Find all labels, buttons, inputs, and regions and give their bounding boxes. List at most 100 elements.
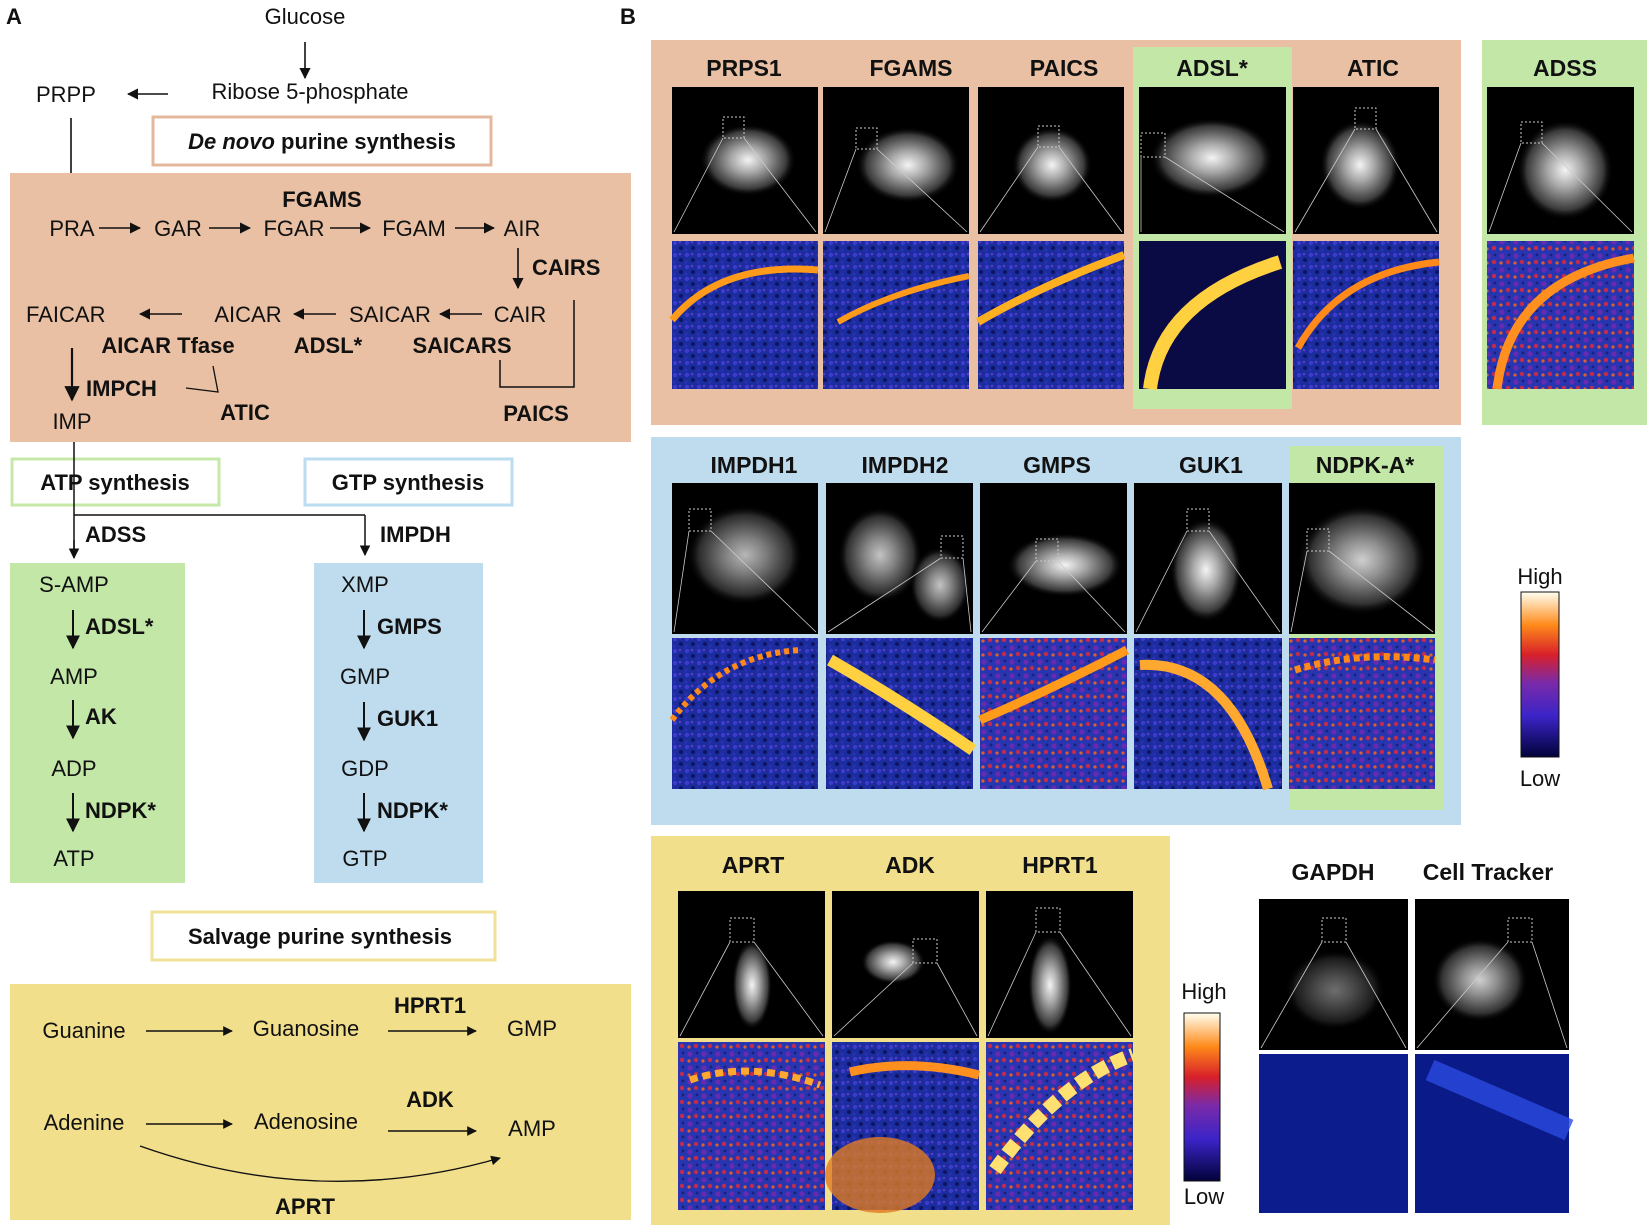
metabolite-guanine: Guanine bbox=[42, 1018, 125, 1043]
title-aprt: APRT bbox=[722, 852, 785, 878]
image-prps1-cell bbox=[672, 87, 818, 234]
metabolite-xmp: XMP bbox=[341, 572, 389, 597]
enzyme-ndpk-atp: NDPK* bbox=[85, 798, 156, 823]
de-novo-label: De novo purine synthesis bbox=[188, 129, 456, 154]
metabolite-adp: ADP bbox=[51, 756, 96, 781]
enzyme-guk1: GUK1 bbox=[377, 706, 438, 731]
image-adk-cell bbox=[832, 891, 979, 1038]
zoom-guk1 bbox=[1134, 638, 1282, 791]
title-paics: PAICS bbox=[1030, 55, 1099, 81]
zoom-adss bbox=[1487, 241, 1635, 390]
metabolite-gtp: GTP bbox=[342, 846, 387, 871]
metabolite-amp: AMP bbox=[50, 664, 98, 689]
enzyme-aicar-tfase: AICAR Tfase bbox=[101, 333, 234, 358]
zoom-impdh2 bbox=[826, 638, 977, 789]
title-cell-tracker: Cell Tracker bbox=[1423, 859, 1553, 885]
metabolite-fgam: FGAM bbox=[382, 216, 446, 241]
image-adsl-cell bbox=[1139, 87, 1286, 234]
title-adss: ADSS bbox=[1533, 55, 1597, 81]
zoom-impdh1 bbox=[669, 638, 818, 789]
metabolite-samp: S-AMP bbox=[39, 572, 109, 597]
image-impdh1-cell bbox=[672, 483, 818, 634]
colorbar2-low: Low bbox=[1184, 1184, 1224, 1209]
metabolite-atp: ATP bbox=[53, 846, 94, 871]
title-ndpk-a: NDPK-A* bbox=[1316, 452, 1414, 478]
zoom-gmps bbox=[978, 638, 1130, 789]
atp-branch-box bbox=[10, 563, 185, 883]
zoom-cell-tracker bbox=[1415, 1054, 1574, 1213]
enzyme-ak: AK bbox=[85, 704, 117, 729]
metabolite-adenine: Adenine bbox=[44, 1110, 125, 1135]
enzyme-cairs: CAIRS bbox=[532, 255, 600, 280]
zoom-paics bbox=[975, 241, 1126, 389]
title-impdh2: IMPDH2 bbox=[862, 452, 949, 478]
ribose-label: Ribose 5-phosphate bbox=[212, 79, 409, 104]
metabolite-gmp-salvage: GMP bbox=[507, 1016, 557, 1041]
paics-bracket bbox=[499, 300, 575, 388]
atp-synthesis-label: ATP synthesis bbox=[40, 470, 190, 495]
arrow-adenine-amp bbox=[139, 1145, 501, 1183]
enzyme-adsl-atp: ADSL* bbox=[85, 614, 154, 639]
de-novo-label-box bbox=[151, 115, 493, 167]
zoom-adsl bbox=[1139, 241, 1286, 390]
zoom-gapdh bbox=[1259, 1054, 1408, 1213]
title-adsl: ADSL* bbox=[1176, 55, 1248, 81]
enzyme-impdh: IMPDH bbox=[380, 522, 451, 547]
image-cell-tracker-cell bbox=[1415, 899, 1569, 1050]
atp-synthesis-box bbox=[10, 457, 221, 507]
zoom-atic bbox=[1293, 241, 1440, 389]
metabolite-cair: CAIR bbox=[494, 302, 547, 327]
enzyme-ndpk-gtp: NDPK* bbox=[377, 798, 448, 823]
metabolite-aicar: AICAR bbox=[214, 302, 281, 327]
image-ndpk-a-cell bbox=[1289, 483, 1435, 634]
salvage-label-box bbox=[150, 910, 497, 962]
image-gmps-cell bbox=[980, 483, 1127, 634]
metabolite-faicar: FAICAR bbox=[26, 302, 105, 327]
colorbar2-high: High bbox=[1181, 979, 1226, 1004]
zoom-prps1 bbox=[669, 241, 819, 389]
metabolite-gar: GAR bbox=[154, 216, 202, 241]
gtp-branch-box bbox=[314, 563, 483, 883]
enzyme-atic: ATIC bbox=[220, 400, 270, 425]
image-gapdh-cell bbox=[1259, 899, 1408, 1050]
atic-bracket bbox=[185, 365, 219, 393]
title-prps1: PRPS1 bbox=[706, 55, 782, 81]
zoom-aprt bbox=[678, 1042, 825, 1210]
colorbar1-low: Low bbox=[1520, 766, 1560, 791]
enzyme-fgams: FGAMS bbox=[282, 187, 361, 212]
glucose-label: Glucose bbox=[265, 4, 346, 29]
enzyme-saicars: SAICARS bbox=[412, 333, 511, 358]
colorbar2 bbox=[1183, 1012, 1221, 1182]
colorbar1-high: High bbox=[1517, 564, 1562, 589]
zoom-fgams bbox=[823, 241, 970, 389]
title-fgams: FGAMS bbox=[869, 55, 952, 81]
title-impdh1: IMPDH1 bbox=[711, 452, 798, 478]
metabolite-saicar: SAICAR bbox=[349, 302, 431, 327]
metabolite-gdp: GDP bbox=[341, 756, 389, 781]
gtp-synthesis-box bbox=[303, 457, 514, 507]
zoom-adk bbox=[825, 1042, 981, 1213]
metabolite-imp: IMP bbox=[52, 409, 91, 434]
metabolite-adenosine: Adenosine bbox=[254, 1109, 358, 1134]
gtp-synthesis-label: GTP synthesis bbox=[332, 470, 484, 495]
metabolite-pra: PRA bbox=[49, 216, 95, 241]
metabolite-gmp: GMP bbox=[340, 664, 390, 689]
enzyme-adk-salvage: ADK bbox=[406, 1087, 454, 1112]
metabolite-fgar: FGAR bbox=[263, 216, 324, 241]
title-guk1: GUK1 bbox=[1179, 452, 1243, 478]
enzyme-aprt-salvage: APRT bbox=[275, 1194, 335, 1219]
metabolite-amp-salvage: AMP bbox=[508, 1116, 556, 1141]
enzyme-paics: PAICS bbox=[503, 401, 569, 426]
enzyme-adss: ADSS bbox=[85, 522, 146, 547]
metabolite-guanosine: Guanosine bbox=[253, 1016, 359, 1041]
image-paics-cell bbox=[978, 87, 1124, 234]
de-novo-pathway-box bbox=[10, 173, 631, 442]
image-fgams-cell bbox=[823, 87, 969, 234]
title-adk: ADK bbox=[885, 852, 935, 878]
colorbar1 bbox=[1520, 591, 1560, 758]
metabolite-air: AIR bbox=[504, 216, 541, 241]
salvage-label: Salvage purine synthesis bbox=[188, 924, 452, 949]
enzyme-hprt1: HPRT1 bbox=[394, 993, 466, 1018]
prpp-label: PRPP bbox=[36, 82, 96, 107]
